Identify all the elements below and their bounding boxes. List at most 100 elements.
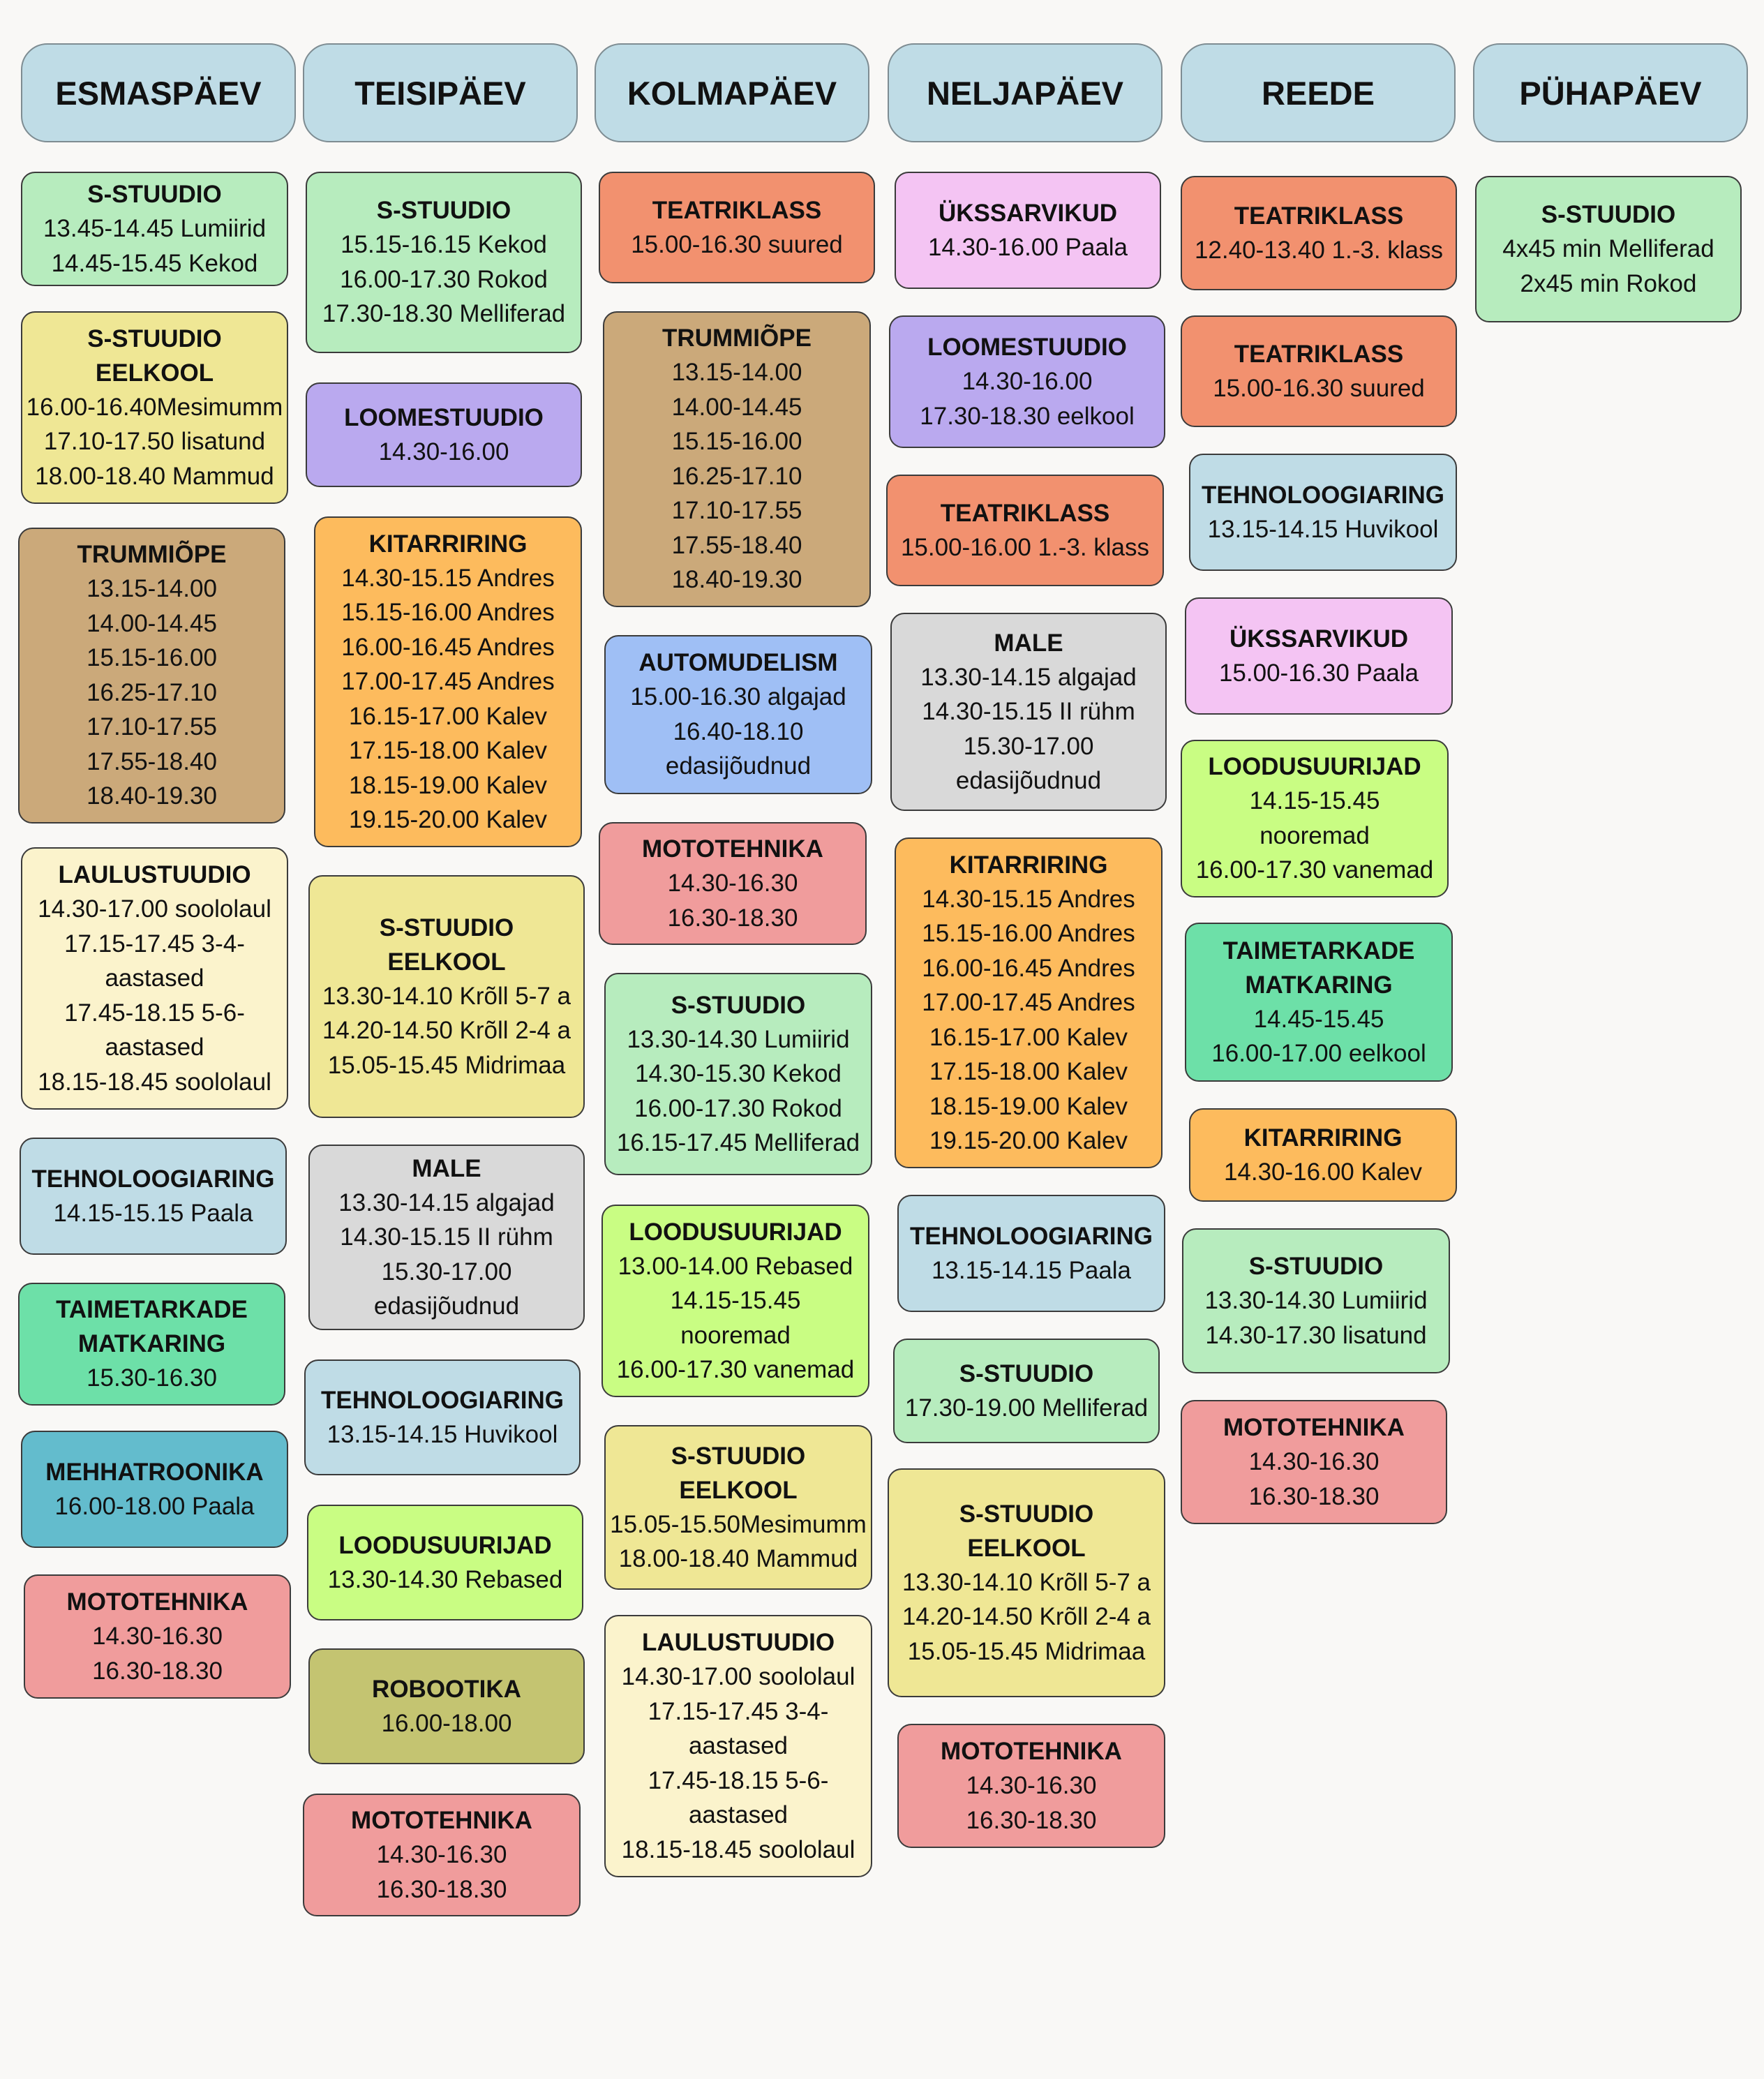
card-line: 15.30-17.00 [381,1258,512,1286]
card-line: 17.45-18.15 5-6- [648,1766,829,1794]
schedule-card: LOODUSUURIJAD 13.30-14.30 Rebased [307,1505,583,1620]
card-title: TEATRIKLASS [1234,340,1404,368]
card-line: 14.30-16.00 [962,368,1093,395]
card-line: 15.00-16.30 suured [631,230,843,258]
card-line: 13.15-14.15 Huvikool [1207,515,1439,543]
card-title: S-STUUDIO EELKOOL [959,1500,1094,1562]
card-line: 19.15-20.00 Kalev [929,1127,1128,1154]
card-line: 14.30-16.30 [966,1772,1097,1799]
card-line: 15.15-16.00 [671,428,802,456]
card-line: 15.00-16.30 Paala [1218,659,1419,687]
schedule-card: MOTOTEHNIKA 14.30-16.30 16.30-18.30 [1181,1400,1447,1524]
card-line: 16.00-16.45 Andres [341,633,555,661]
card-line: 13.30-14.30 Lumiirid [627,1025,850,1053]
card-line: 16.00-17.30 Rokod [634,1094,842,1122]
card-title: S-STUUDIO EELKOOL [87,325,222,387]
card-line: 14.30-15.30 Kekod [635,1060,842,1087]
card-line: 14.30-17.00 soololaul [38,895,271,923]
card-line: 17.15-18.00 Kalev [348,737,548,764]
card-line: 14.20-14.50 Krõll 2-4 a [322,1017,571,1045]
card-line: 15.05-15.45 Midrimaa [907,1637,1146,1665]
schedule-card: ÜKSSARVIKUD 15.00-16.30 Paala [1185,597,1453,715]
schedule-card: TEHNOLOOGIARING 13.15-14.15 Huvikool [304,1359,581,1475]
card-title: MOTOTEHNIKA [941,1738,1122,1765]
card-line: 18.40-19.30 [671,566,802,594]
card-line: 12.40-13.40 1.-3. klass [1194,236,1444,264]
card-line: 14.30-17.00 soololaul [621,1663,855,1690]
card-line: 17.10-17.50 lisatund [43,428,266,456]
card-line: 18.15-18.45 soololaul [621,1835,855,1863]
schedule-card: S-STUUDIO 13.30-14.30 Lumiirid 14.30-17.… [1182,1228,1450,1373]
card-line: 14.15-15.45 [670,1287,801,1314]
day-header-thursday: NELJAPÄEV [888,43,1163,142]
card-line: 14.30-17.30 lisatund [1205,1321,1427,1349]
card-line: 16.00-17.30 Rokod [340,265,548,293]
card-line: aastased [688,1732,788,1759]
card-title: TAIMETARKADE MATKARING [56,1296,248,1358]
card-title: LOOMESTUUDIO [927,334,1127,361]
schedule-card: KITARRIRING 14.30-15.15 Andres 15.15-16.… [314,516,582,847]
schedule-card: S-STUUDIO 15.15-16.15 Kekod 16.00-17.30 … [306,172,582,353]
schedule-card: TEHNOLOOGIARING 14.15-15.15 Paala [20,1138,287,1255]
card-title: S-STUUDIO [1248,1253,1384,1280]
card-line: 15.05-15.50Mesimumm [610,1510,867,1538]
card-line: 14.30-16.00 [378,438,509,465]
card-line: 18.40-19.30 [87,782,217,810]
card-title: ROBOOTIKA [372,1675,521,1703]
card-line: 13.15-14.15 Paala [931,1256,1132,1284]
card-line: 14.30-15.15 II rühm [922,698,1135,725]
card-title: S-STUUDIO [1541,201,1676,228]
card-line: 13.15-14.15 Huvikool [327,1420,558,1448]
card-title: TEHNOLOOGIARING [909,1222,1153,1250]
schedule-card: S-STUUDIO 13.30-14.30 Lumiirid 14.30-15.… [604,973,872,1175]
card-line: 14.30-16.30 [92,1623,223,1650]
card-title: S-STUUDIO [671,991,806,1019]
card-title: LOOMESTUUDIO [344,403,544,431]
card-title: LAULUSTUUDIO [58,861,251,888]
schedule-card: LAULUSTUUDIO 14.30-17.00 soololaul 17.15… [21,847,288,1110]
card-line: 13.30-14.10 Krõll 5-7 a [902,1568,1151,1596]
card-line: 16.25-17.10 [87,678,217,706]
card-line: 15.00-16.30 suured [1213,374,1425,402]
card-title: KITARRIRING [949,851,1108,879]
schedule-card: AUTOMUDELISM 15.00-16.30 algajad 16.40-1… [604,635,872,794]
schedule-card: TEATRIKLASS 15.00-16.30 suured [1181,315,1457,427]
card-title: TEHNOLOOGIARING [31,1165,275,1193]
day-header-wednesday: KOLMAPÄEV [595,43,869,142]
card-line: 16.30-18.30 [667,904,798,932]
card-line: aastased [688,1801,788,1828]
schedule-card: ROBOOTIKA 16.00-18.00 [308,1648,585,1764]
card-line: 13.30-14.30 Lumiirid [1204,1287,1428,1314]
schedule-card: TEATRIKLASS 12.40-13.40 1.-3. klass [1181,176,1457,290]
schedule-card: S-STUUDIO 17.30-19.00 Melliferad [893,1339,1160,1443]
card-title: MALE [412,1154,481,1182]
card-line: 14.30-16.30 [667,870,798,897]
card-line: 17.00-17.45 Andres [341,668,555,695]
card-title: TEHNOLOOGIARING [1201,481,1445,509]
card-line: 18.00-18.40 Mammud [35,462,274,490]
card-line: 15.15-16.15 Kekod [341,231,547,259]
card-line: 14.30-15.15 Andres [922,885,1135,913]
schedule-card: S-STUUDIO 13.45-14.45 Lumiirid 14.45-15.… [21,172,288,286]
card-line: edasijõudnud [955,767,1102,794]
card-line: 13.30-14.30 Rebased [327,1565,563,1593]
card-line: 15.00-16.30 algajad [630,683,846,711]
schedule-card: LAULUSTUUDIO 14.30-17.00 soololaul 17.15… [604,1615,872,1877]
card-title: MEHHATROONIKA [45,1458,264,1486]
card-line: 16.00-17.30 vanemad [616,1356,855,1383]
schedule-card: TRUMMIÕPE 13.15-14.00 14.00-14.45 15.15-… [18,528,285,824]
card-line: 16.15-17.45 Melliferad [616,1129,860,1156]
card-title: TEATRIKLASS [1234,202,1404,230]
card-line: 14.15-15.45 [1249,787,1380,815]
card-line: 16.00-17.30 vanemad [1195,856,1434,884]
card-line: 17.00-17.45 Andres [922,989,1135,1016]
card-title: TRUMMIÕPE [77,541,227,569]
card-title: MOTOTEHNIKA [66,1588,248,1616]
card-line: 18.15-19.00 Kalev [348,771,548,799]
card-line: edasijõudnud [665,752,812,780]
card-line: 13.00-14.00 Rebased [618,1252,853,1280]
card-line: 14.30-16.30 [1248,1448,1380,1475]
card-title: ÜKSSARVIKUD [1229,625,1409,653]
schedule-card: LOODUSUURIJAD 14.15-15.45 nooremad 16.00… [1181,740,1449,897]
card-line: 13.15-14.00 [87,575,217,603]
